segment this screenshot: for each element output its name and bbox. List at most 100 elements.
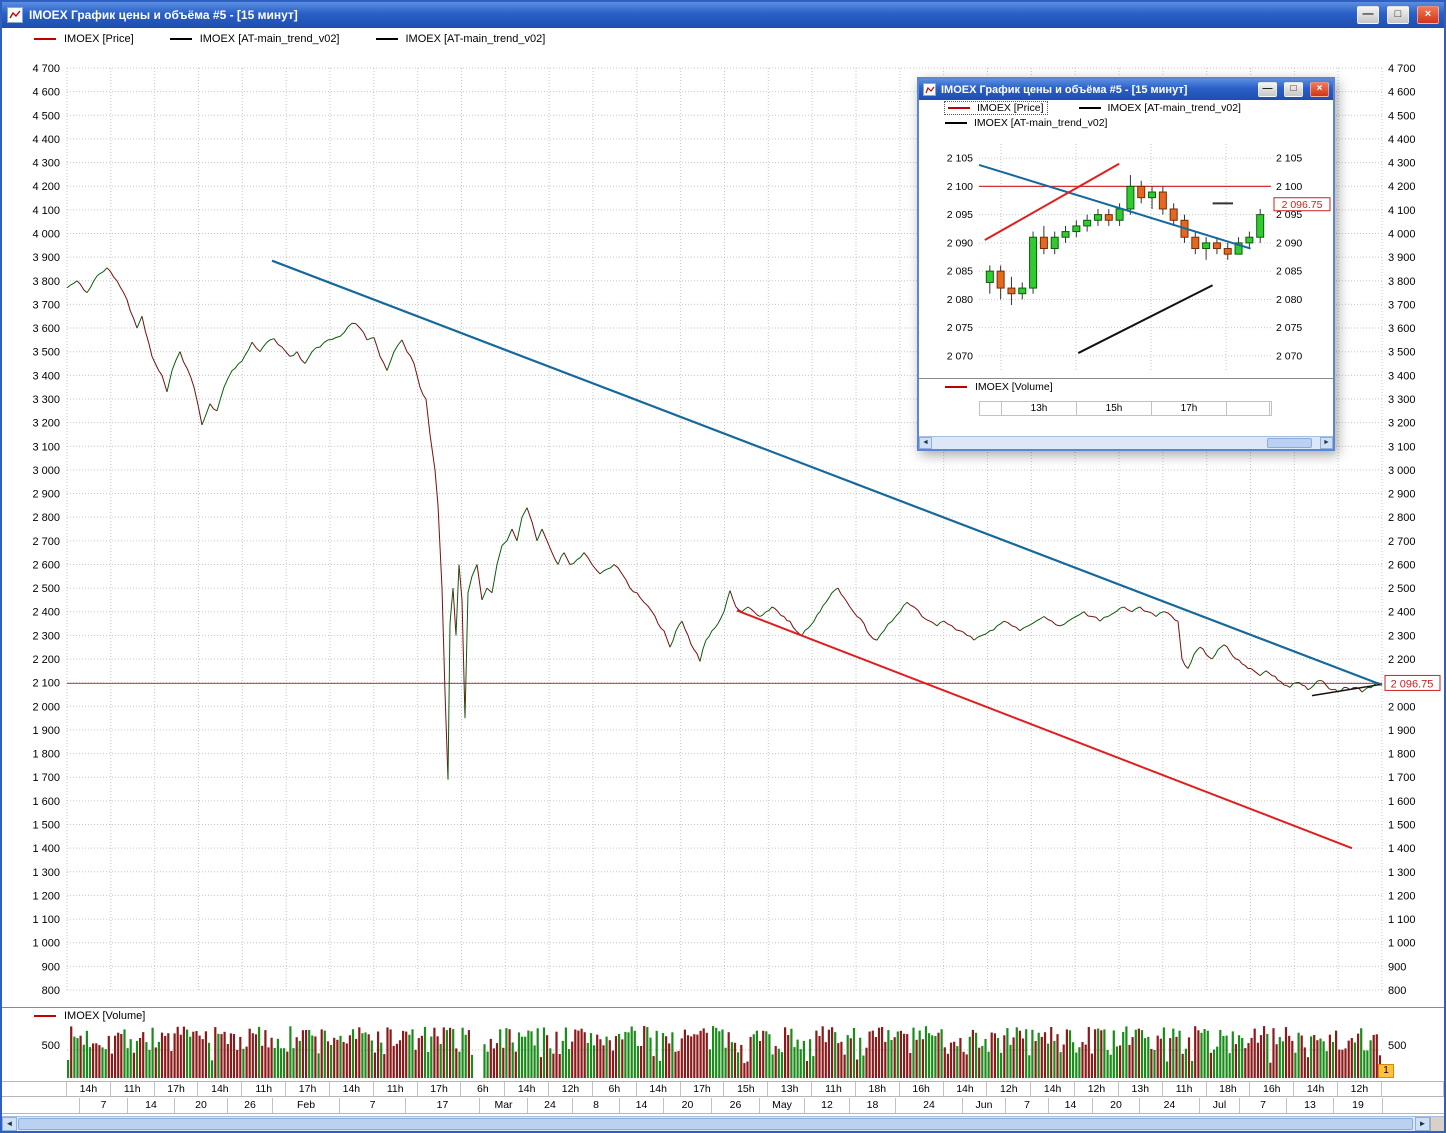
legend-label: IMOEX [AT-main_trend_v02] — [405, 33, 546, 45]
volume-ytick-left: 500 — [41, 1040, 60, 1052]
inset-volume-legend[interactable]: IMOEX [Volume] — [919, 378, 1333, 395]
svg-text:1 300: 1 300 — [1388, 867, 1416, 879]
svg-text:4 000: 4 000 — [1388, 228, 1416, 240]
time-cell: 20 — [1092, 1098, 1139, 1113]
svg-text:1 800: 1 800 — [1388, 749, 1416, 761]
svg-text:3 800: 3 800 — [1388, 276, 1416, 288]
time-cell: 14h — [637, 1082, 681, 1096]
inset-candle-chart-svg[interactable]: 2 070 2 070 2 075 2 075 2 080 2 080 2 085 2 085… — [919, 130, 1333, 378]
svg-text:2 500: 2 500 — [1388, 583, 1416, 595]
maximize-button[interactable]: □ — [1387, 6, 1409, 24]
svg-text:1 200: 1 200 — [1388, 890, 1416, 902]
time-cell: 11h — [242, 1082, 287, 1096]
price-line-swatch — [948, 106, 970, 109]
pane-badge[interactable]: 1 — [1378, 1064, 1394, 1078]
inset-volume-label: IMOEX [Volume] — [975, 381, 1053, 393]
svg-text:1 200: 1 200 — [32, 890, 60, 902]
time-cell: 16h — [1250, 1082, 1295, 1096]
svg-text:2 800: 2 800 — [32, 512, 60, 524]
svg-text:2 096.75: 2 096.75 — [1391, 678, 1434, 690]
inset-horizontal-scrollbar[interactable]: ◄ ► — [919, 436, 1333, 449]
time-cell: 26 — [227, 1098, 272, 1113]
horizontal-scrollbar[interactable]: ◄ ► — [2, 1116, 1444, 1131]
svg-text:1 500: 1 500 — [1388, 820, 1416, 832]
time-cell: 14h — [1294, 1082, 1339, 1096]
time-cell: 6h — [461, 1082, 506, 1096]
inset-close-button[interactable]: × — [1310, 82, 1329, 97]
close-button[interactable]: × — [1417, 6, 1439, 24]
legend-label: IMOEX [Price] — [64, 33, 134, 45]
scrollbar-thumb[interactable] — [18, 1118, 1413, 1130]
svg-text:1 300: 1 300 — [32, 867, 60, 879]
time-cell: 14 — [619, 1098, 663, 1113]
time-cell: 13h — [768, 1082, 813, 1096]
inset-legend-item-trend1[interactable]: IMOEX [AT-main_trend_v02] — [1078, 102, 1241, 114]
time-cell: 13h — [1002, 402, 1077, 415]
inset-legend-item-trend2[interactable]: IMOEX [AT-main_trend_v02] — [945, 117, 1107, 129]
volume-legend-label: IMOEX [Volume] — [64, 1010, 146, 1022]
time-cell: Jun — [962, 1098, 1005, 1113]
time-cell: 12h — [987, 1082, 1032, 1096]
trend-line-swatch — [375, 38, 398, 40]
svg-text:3 100: 3 100 — [32, 441, 60, 453]
minimize-button[interactable]: — — [1357, 6, 1379, 24]
time-cell: 12h — [1338, 1082, 1382, 1096]
time-cell: 16h — [900, 1082, 944, 1096]
svg-text:2 900: 2 900 — [1388, 489, 1416, 501]
scrollbar-corner — [1430, 1117, 1444, 1131]
svg-text:3 900: 3 900 — [32, 252, 60, 264]
inset-titlebar[interactable]: IMOEX График цены и объёма #5 - [15 мину… — [919, 79, 1333, 100]
time-cell — [1227, 402, 1270, 415]
time-cell — [2, 1098, 79, 1113]
svg-text:3 700: 3 700 — [1388, 299, 1416, 311]
svg-text:1 700: 1 700 — [1388, 772, 1416, 784]
svg-text:2 900: 2 900 — [32, 489, 60, 501]
inset-window[interactable]: IMOEX График цены и объёма #5 - [15 мину… — [917, 77, 1335, 451]
svg-text:3 000: 3 000 — [32, 465, 60, 477]
time-cell: 11h — [812, 1082, 856, 1096]
trend-line-swatch — [945, 121, 967, 124]
svg-text:4 300: 4 300 — [1388, 158, 1416, 170]
inset-scrollbar-thumb[interactable] — [1266, 438, 1313, 448]
scroll-right-icon[interactable]: ► — [1415, 1117, 1430, 1131]
window-titlebar[interactable]: IMOEX График цены и объёма #5 - [15 мину… — [2, 2, 1444, 28]
volume-swatch — [945, 386, 967, 388]
svg-text:2 095: 2 095 — [1276, 209, 1302, 221]
scroll-left-icon[interactable]: ◄ — [919, 437, 932, 449]
svg-text:2 000: 2 000 — [1388, 701, 1416, 713]
time-cell — [980, 402, 1002, 415]
volume-pane[interactable]: IMOEX [Volume] 500 500 — [2, 1007, 1444, 1081]
legend-item-price[interactable]: IMOEX [Price] — [34, 33, 134, 45]
svg-text:2 200: 2 200 — [1388, 654, 1416, 666]
svg-text:2 075: 2 075 — [1276, 322, 1302, 334]
time-cell: 13 — [1286, 1098, 1333, 1113]
inset-legend-item-price[interactable]: IMOEX [Price] — [944, 100, 1048, 115]
time-cell: 17h — [1152, 402, 1227, 415]
inset-maximize-button[interactable]: □ — [1284, 82, 1303, 97]
legend-item-trend2[interactable]: IMOEX [AT-main_trend_v02] — [375, 33, 546, 45]
time-cell — [1382, 1082, 1444, 1096]
legend-item-trend1[interactable]: IMOEX [AT-main_trend_v02] — [169, 33, 340, 45]
scroll-left-icon[interactable]: ◄ — [2, 1117, 17, 1131]
svg-text:4 700: 4 700 — [32, 63, 60, 75]
legend-label: IMOEX [AT-main_trend_v02] — [974, 116, 1108, 129]
svg-text:2 075: 2 075 — [947, 322, 973, 334]
time-axis-dates: 7 14 20 26 Feb 7 17 Mar 24 8 14 20 26 May 12 18 24 Jun 7 14… — [2, 1098, 1444, 1114]
svg-text:3 300: 3 300 — [1388, 394, 1416, 406]
time-cell — [2, 1082, 67, 1096]
volume-legend[interactable]: IMOEX [Volume] — [34, 1010, 145, 1022]
time-cell: 24 — [1139, 1098, 1199, 1113]
svg-text:1 100: 1 100 — [1388, 914, 1416, 926]
svg-text:1 000: 1 000 — [1388, 938, 1416, 950]
svg-text:3 000: 3 000 — [1388, 465, 1416, 477]
time-cell: 15h — [1077, 402, 1152, 415]
scroll-right-icon[interactable]: ► — [1320, 437, 1333, 449]
time-cell: 6h — [593, 1082, 637, 1096]
chart-legend: IMOEX [Price] IMOEX [AT-main_trend_v02] … — [2, 28, 1444, 50]
svg-text:2 105: 2 105 — [947, 153, 973, 165]
time-cell: 14 — [127, 1098, 174, 1113]
time-cell: 18h — [1207, 1082, 1251, 1096]
inset-minimize-button[interactable]: — — [1258, 82, 1277, 97]
time-cell: 19 — [1333, 1098, 1382, 1113]
